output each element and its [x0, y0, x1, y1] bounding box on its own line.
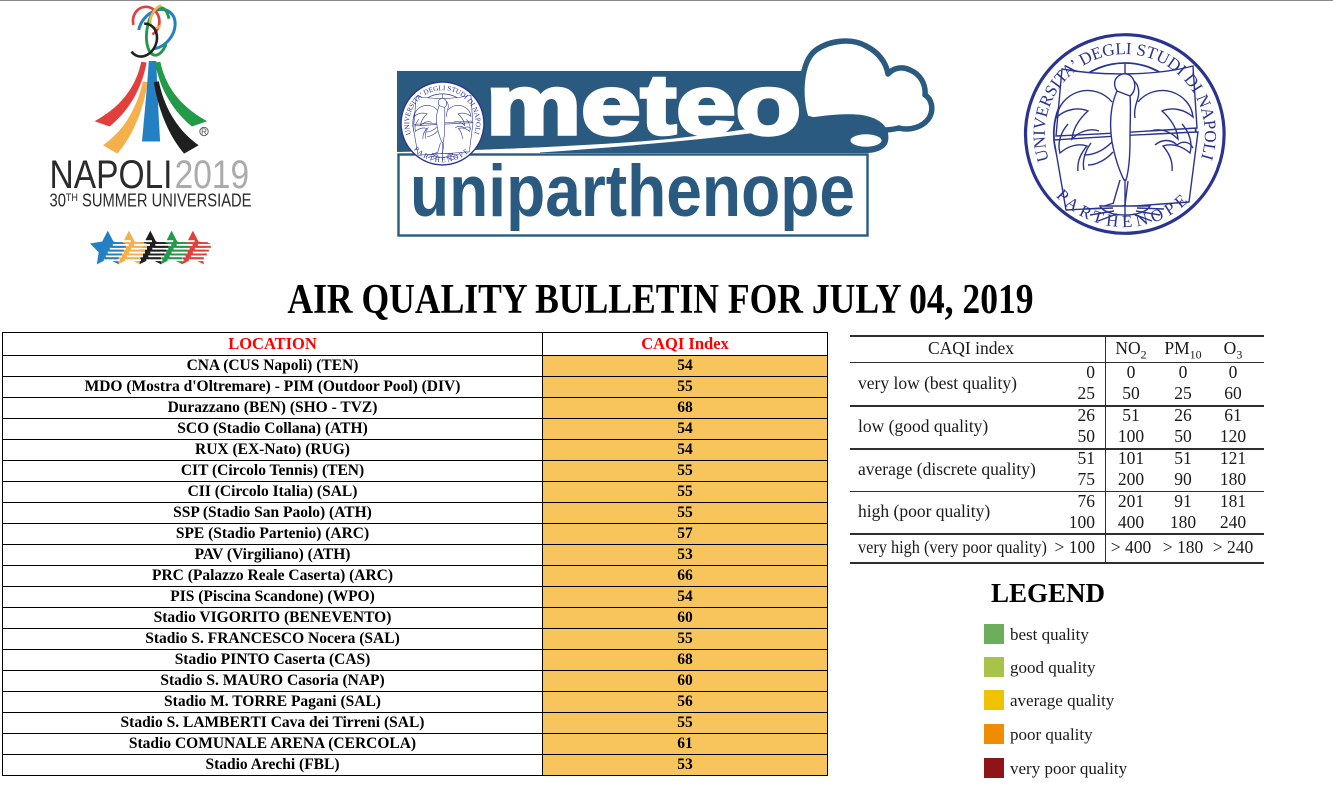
svg-text:NAPOLI: NAPOLI — [50, 153, 173, 197]
svg-text:R: R — [201, 128, 207, 137]
svg-text:2019: 2019 — [175, 153, 250, 197]
svg-text:uniparthenope: uniparthenope — [410, 151, 855, 232]
svg-text:30TH SUMMER UNIVERSIADE: 30TH SUMMER UNIVERSIADE — [50, 191, 252, 211]
svg-text:meteo: meteo — [486, 58, 801, 152]
